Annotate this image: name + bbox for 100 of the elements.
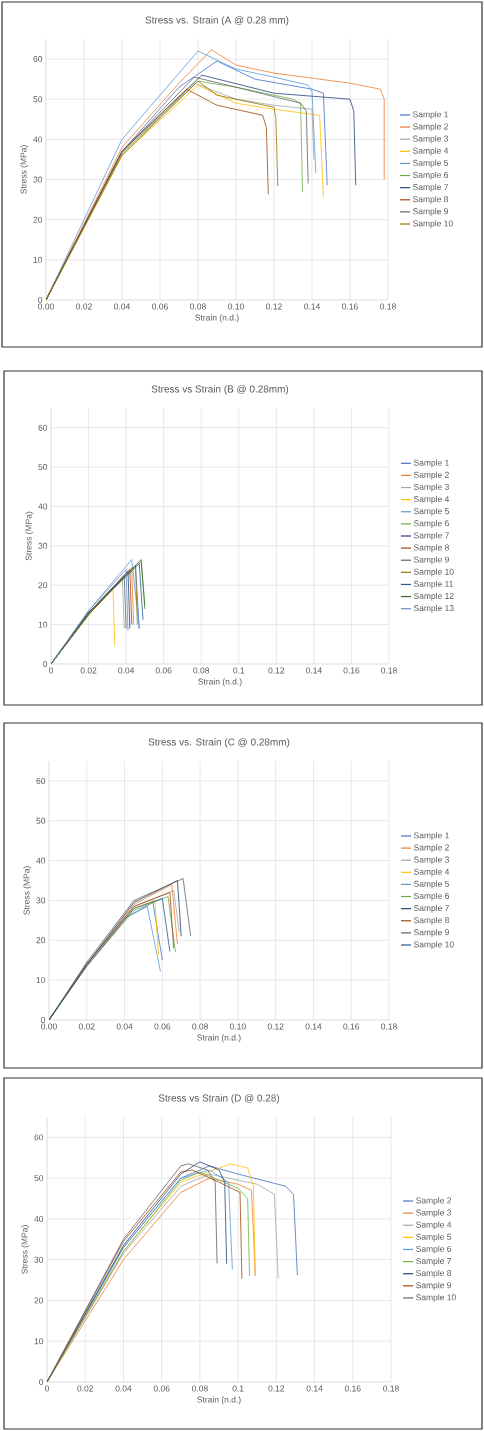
x-tick-label: 0.18	[381, 1023, 397, 1030]
x-axis-title: Strain (n.d.)	[197, 1396, 241, 1405]
chart-title: Stress vs. Strain (A @ 0.28 mm)	[145, 16, 289, 26]
legend-label: Sample 5	[413, 880, 449, 889]
x-tick-label: 0.10	[228, 303, 244, 310]
x-tick-label: 0.1	[232, 1385, 244, 1392]
x-tick-label: 0.06	[152, 303, 168, 310]
y-tick-label: 40	[36, 857, 46, 864]
x-tick-label: 0.16	[343, 1023, 360, 1030]
y-tick-label: 20	[33, 216, 43, 223]
y-tick-label: 50	[38, 464, 48, 471]
legend-label: Sample 7	[413, 183, 448, 192]
y-axis-title: Stress (MPa)	[25, 511, 34, 561]
legend-label: Sample 1	[413, 832, 449, 841]
legend-label: Sample 2	[413, 844, 449, 853]
legend-label: Sample 9	[413, 556, 449, 565]
x-axis-title: Strain (n.d.)	[197, 1034, 241, 1043]
legend-label: Sample 5	[413, 507, 449, 516]
legend-label: Sample 9	[413, 929, 449, 937]
y-tick-label: 60	[38, 424, 48, 431]
legend-label: Sample 8	[413, 544, 449, 553]
legend-label: Sample 12	[413, 592, 454, 601]
x-tick-label: 0.12	[268, 1385, 285, 1392]
legend-label: Sample 3	[413, 135, 449, 144]
legend-label: Sample 6	[413, 892, 449, 901]
y-tick-label: 30	[33, 176, 43, 183]
y-tick-label: 0	[39, 1378, 44, 1385]
x-tick-label: 0.02	[77, 1385, 94, 1392]
legend-label: Sample 4	[413, 495, 450, 504]
legend-label: Sample 6	[413, 171, 449, 180]
x-tick-label: 0.18	[380, 303, 396, 310]
legend-label: Sample 8	[413, 195, 449, 204]
x-tick-label: 0.14	[305, 667, 322, 674]
chart-title: Stress vs. Strain (C @ 0.28mm)	[148, 738, 290, 748]
y-tick-label: 60	[34, 1134, 44, 1141]
legend-label: Sample 6	[413, 520, 449, 528]
y-tick-label: 10	[33, 256, 43, 263]
x-tick-label: 0.00	[38, 303, 54, 310]
legend-label: Sample 11	[413, 580, 453, 589]
y-tick-label: 10	[38, 621, 48, 628]
legend-label: Sample 5	[416, 1233, 452, 1242]
y-tick-label: 0	[38, 296, 43, 303]
legend-label: Sample 9	[416, 1282, 452, 1290]
x-tick-label: 0.00	[41, 1023, 57, 1030]
y-tick-label: 10	[36, 977, 46, 984]
x-tick-label: 0.06	[153, 1385, 170, 1392]
x-tick-label: 0.12	[266, 303, 282, 310]
y-tick-label: 20	[34, 1297, 44, 1304]
x-tick-label: 0	[48, 667, 54, 674]
x-tick-label: 0.04	[116, 1023, 133, 1030]
chart-title: Stress vs Strain (D @ 0.28)	[158, 1094, 280, 1104]
x-tick-label: 0.14	[306, 1385, 323, 1392]
x-tick-label: 0.08	[191, 1385, 208, 1392]
legend-label: Sample 6	[416, 1245, 452, 1254]
y-axis-title: Stress (MPa)	[23, 866, 32, 915]
legend-label: Sample 1	[413, 459, 449, 468]
x-tick-label: 0.18	[383, 1385, 399, 1392]
x-tick-label: 0.06	[154, 1023, 171, 1030]
y-tick-label: 50	[33, 96, 43, 103]
legend-label: Sample 8	[413, 916, 449, 925]
y-tick-label: 30	[38, 542, 48, 549]
legend-label: Sample 2	[413, 123, 448, 132]
y-tick-label: 0	[43, 660, 48, 667]
legend-label: Sample 8	[416, 1269, 452, 1278]
y-tick-label: 20	[38, 582, 48, 589]
x-tick-label: 0.12	[268, 667, 285, 674]
x-tick-label: 0.02	[78, 1023, 95, 1030]
x-tick-label: 0.14	[304, 303, 320, 310]
x-tick-label: 0.18	[381, 667, 397, 674]
y-tick-label: 0	[41, 1016, 46, 1023]
legend-label: Sample 7	[413, 904, 449, 913]
legend-label: Sample 13	[413, 604, 454, 613]
x-tick-label: 0.08	[192, 1023, 208, 1030]
x-tick-label: 0.08	[190, 303, 206, 310]
x-tick-label: 0.06	[155, 667, 172, 674]
legend-label: Sample 3	[413, 483, 449, 492]
y-tick-label: 60	[33, 56, 43, 63]
y-tick-label: 40	[38, 503, 48, 510]
x-tick-label: 0.10	[229, 1023, 246, 1030]
y-axis-title: Stress (MPa)	[21, 1225, 30, 1274]
y-axis-title: Stress (MPa)	[20, 145, 29, 194]
legend-label: Sample 4	[413, 868, 450, 877]
y-tick-label: 40	[33, 136, 43, 143]
legend-label: Sample 4	[416, 1221, 452, 1230]
chart-title: Stress vs Strain (B @ 0.28mm)	[151, 385, 289, 395]
legend-label: Sample 9	[413, 208, 449, 216]
legend-label: Sample 2	[413, 471, 449, 480]
legend-label: Sample 5	[413, 159, 449, 168]
legend-label: Sample 7	[416, 1257, 452, 1266]
x-tick-label: 0.08	[193, 667, 210, 674]
y-tick-label: 60	[36, 777, 46, 784]
legend-label: Sample 10	[416, 1294, 456, 1303]
x-tick-label: 0.14	[305, 1023, 322, 1030]
legend-label: Sample 3	[413, 856, 449, 865]
y-tick-label: 10	[34, 1338, 44, 1345]
x-tick-label: 0.16	[344, 1385, 361, 1392]
y-tick-label: 20	[36, 937, 46, 944]
x-tick-label: 0.02	[76, 303, 92, 310]
x-tick-label: 0.04	[114, 303, 130, 310]
legend-label: Sample 10	[413, 941, 454, 950]
